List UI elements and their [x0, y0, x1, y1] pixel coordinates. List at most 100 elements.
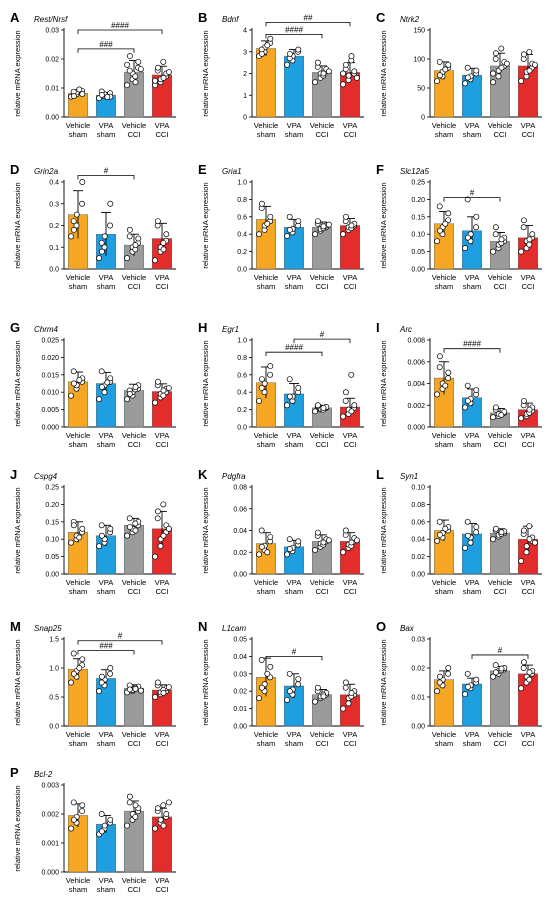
y-axis-label: relative mRNA expression — [13, 785, 22, 871]
data-point — [154, 378, 161, 385]
data-point — [325, 68, 332, 75]
data-point — [154, 218, 161, 225]
data-point — [492, 525, 499, 532]
x-category-label: VPA sham — [463, 273, 482, 291]
y-tick-label: 1.0 — [49, 666, 59, 673]
data-point — [445, 670, 452, 677]
y-tick-label: 0.000 — [41, 870, 59, 877]
data-point — [462, 404, 469, 411]
data-point — [165, 684, 172, 691]
data-point — [342, 61, 349, 68]
data-point — [462, 691, 469, 698]
data-point — [436, 673, 443, 680]
x-category-label: VPA CCI — [521, 578, 537, 596]
data-point — [267, 663, 274, 670]
data-point — [473, 67, 480, 74]
data-point — [79, 808, 86, 815]
data-point — [163, 231, 170, 238]
x-category-label: VPA CCI — [155, 431, 171, 449]
y-tick-label: 1 — [243, 93, 247, 100]
data-point — [351, 68, 358, 75]
x-category-label: Vehicle sham — [66, 121, 91, 139]
data-point — [107, 665, 114, 671]
data-point — [126, 233, 133, 240]
data-point — [495, 73, 502, 80]
data-point — [76, 665, 83, 671]
data-point — [464, 532, 471, 539]
data-point — [165, 799, 172, 806]
data-point — [68, 392, 75, 399]
x-category-label: VPA CCI — [155, 273, 171, 291]
data-point — [526, 241, 533, 248]
x-category-label: Vehicle CCI — [122, 121, 147, 139]
significance-label: #### — [285, 25, 303, 34]
gene-name: Snap25 — [34, 624, 62, 633]
x-category-label: Vehicle sham — [254, 273, 279, 291]
data-point — [490, 414, 497, 421]
x-category-label: Vehicle sham — [254, 121, 279, 139]
x-category-label: VPA CCI — [155, 876, 171, 894]
data-point — [436, 72, 443, 79]
x-category-label: Vehicle CCI — [310, 273, 335, 291]
significance-label: ### — [99, 40, 113, 49]
data-point — [286, 50, 293, 57]
y-axis-label: relative mRNA expression — [13, 639, 22, 725]
y-tick-label: 0.004 — [407, 381, 425, 388]
significance-label: # — [292, 647, 297, 656]
data-point — [295, 538, 302, 545]
data-point — [76, 377, 83, 383]
data-point — [152, 825, 159, 832]
y-tick-label: 0.20 — [45, 502, 59, 509]
data-point — [518, 558, 525, 564]
data-point — [436, 353, 443, 360]
data-point — [314, 529, 321, 536]
data-point — [152, 399, 159, 406]
data-point — [286, 393, 293, 400]
data-point — [353, 537, 360, 544]
data-point — [325, 537, 332, 544]
data-point — [154, 679, 161, 686]
data-point — [261, 389, 268, 396]
panel-label: G — [10, 320, 20, 335]
data-point — [264, 42, 271, 49]
data-point — [526, 49, 533, 55]
y-axis-label: relative mRNA expression — [13, 182, 22, 268]
x-category-label: VPA CCI — [343, 730, 359, 748]
data-point — [258, 527, 265, 534]
y-tick-label: 0.020 — [41, 355, 59, 362]
data-point — [462, 544, 469, 551]
panel-label: N — [198, 619, 207, 634]
panel-j: J Cspg4 relative mRNA expression 0.00 0.05 0.… — [10, 467, 176, 596]
y-tick-label: 0.04 — [233, 528, 247, 535]
data-point — [68, 539, 75, 546]
y-tick-label: 0.05 — [233, 637, 247, 644]
data-point — [256, 551, 263, 558]
data-point — [258, 200, 265, 207]
y-tick-label: 0.00 — [45, 572, 59, 579]
data-point — [342, 684, 349, 691]
significance-label: # — [320, 330, 325, 339]
y-tick-label: 0.03 — [233, 671, 247, 678]
data-point — [132, 384, 139, 390]
data-point — [312, 231, 319, 238]
data-point — [492, 50, 499, 57]
data-point — [526, 676, 533, 683]
panel-o: O Bax relative mRNA expression 0.00 0.01 0.02… — [376, 619, 542, 748]
data-point — [436, 531, 443, 538]
data-point — [340, 413, 347, 420]
x-category-label: VPA sham — [285, 431, 304, 449]
data-point — [101, 389, 108, 396]
y-tick-label: 0.6 — [237, 214, 247, 221]
data-point — [531, 61, 538, 68]
data-point — [492, 404, 499, 411]
data-point — [473, 213, 480, 220]
data-point — [345, 72, 352, 79]
panel-b: B Bdnf relative mRNA expression 0 1 2 3 4 Vehicl… — [198, 10, 364, 139]
significance-label: # — [470, 189, 475, 198]
data-point — [98, 673, 105, 680]
data-point — [152, 694, 159, 700]
data-point — [160, 802, 167, 809]
data-point — [348, 371, 355, 378]
y-tick-label: 0.20 — [411, 197, 425, 204]
